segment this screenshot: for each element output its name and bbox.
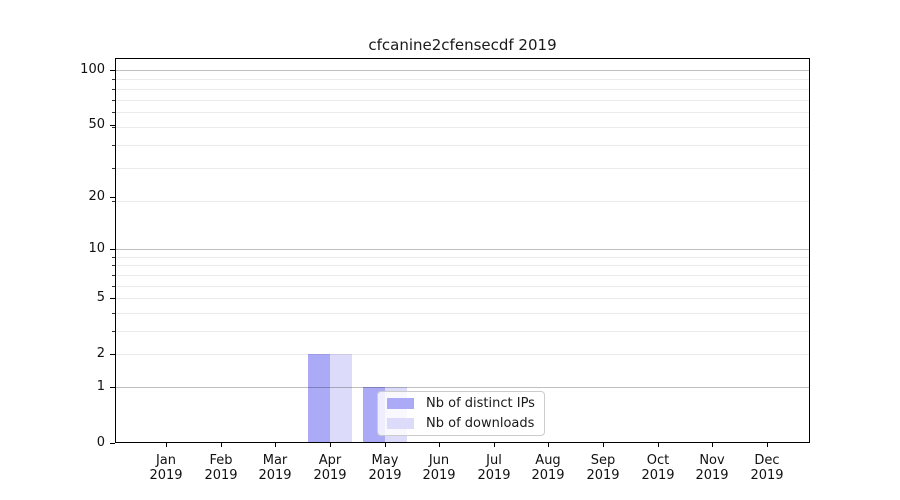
x-tick-label: Mar 2019: [258, 453, 292, 483]
y-tick-mark: [110, 125, 115, 126]
gridline-major: [116, 387, 809, 388]
x-tick-label: Oct 2019: [641, 453, 675, 483]
x-tick-mark: [767, 443, 768, 447]
gridline-minor: [116, 145, 809, 146]
x-tick-label: May 2019: [368, 453, 402, 483]
x-tick-label: Dec 2019: [750, 453, 784, 483]
x-tick-label: Nov 2019: [695, 453, 729, 483]
gridline-minor: [116, 298, 809, 299]
gridline-minor: [116, 100, 809, 101]
y-tick-mark-minor: [112, 286, 115, 287]
y-tick-mark-minor: [112, 275, 115, 276]
y-tick-mark-minor: [112, 168, 115, 169]
x-tick-mark: [548, 443, 549, 447]
y-tick-mark: [110, 197, 115, 198]
gridline-minor: [116, 127, 809, 128]
gridline-minor: [116, 112, 809, 113]
gridline-minor: [116, 168, 809, 169]
y-tick-mark-minor: [112, 100, 115, 101]
y-tick-mark: [110, 387, 115, 388]
y-tick-mark: [110, 354, 115, 355]
gridline-minor: [116, 354, 809, 355]
x-tick-mark: [439, 443, 440, 447]
x-tick-mark: [712, 443, 713, 447]
x-tick-label: Apr 2019: [313, 453, 347, 483]
x-tick-label: Sep 2019: [586, 453, 620, 483]
y-tick-mark-minor: [112, 257, 115, 258]
y-tick-label: 10: [88, 241, 105, 256]
bar-nb-of-downloads: [330, 354, 352, 442]
legend-swatch-nb-of-distinct-ips: [387, 398, 414, 409]
y-tick-label: 20: [88, 189, 105, 204]
y-tick-mark-minor: [112, 89, 115, 90]
x-tick-mark: [221, 443, 222, 447]
y-tick-label: 2: [96, 346, 105, 361]
y-tick-mark-minor: [112, 145, 115, 146]
x-tick-mark: [494, 443, 495, 447]
gridline-minor: [116, 313, 809, 314]
gridline-minor: [116, 331, 809, 332]
x-tick-mark: [603, 443, 604, 447]
y-tick-mark: [110, 70, 115, 71]
y-tick-mark-minor: [112, 313, 115, 314]
chart-title: cfcanine2cfensecdf 2019: [368, 36, 557, 54]
legend-row: Nb of downloads: [387, 414, 544, 434]
gridline-minor: [116, 201, 809, 202]
y-tick-mark-minor: [112, 331, 115, 332]
y-tick-mark: [110, 249, 115, 250]
y-tick-mark-minor: [112, 112, 115, 113]
y-tick-mark-minor: [112, 265, 115, 266]
gridline-major: [116, 70, 809, 71]
x-tick-label: Jul 2019: [477, 453, 511, 483]
y-tick-label: 0: [96, 435, 105, 450]
gridline-minor: [116, 275, 809, 276]
y-tick-label: 50: [88, 117, 105, 132]
gridline-minor: [116, 265, 809, 266]
x-tick-mark: [658, 443, 659, 447]
y-tick-mark-minor: [112, 201, 115, 202]
gridline-minor: [116, 286, 809, 287]
y-tick-mark-minor: [112, 79, 115, 80]
y-tick-mark-minor: [112, 127, 115, 128]
x-tick-mark: [166, 443, 167, 447]
x-tick-mark: [275, 443, 276, 447]
x-tick-label: Feb 2019: [204, 453, 238, 483]
y-tick-label: 5: [96, 290, 105, 305]
gridline-minor: [116, 79, 809, 80]
gridline-minor: [116, 89, 809, 90]
x-tick-label: Jan 2019: [149, 453, 183, 483]
x-tick-label: Aug 2019: [531, 453, 565, 483]
legend-swatch-nb-of-downloads: [387, 418, 414, 429]
plot-area: [115, 58, 810, 443]
legend-row: Nb of distinct IPs: [387, 394, 544, 414]
legend-label: Nb of distinct IPs: [426, 396, 535, 411]
legend-label: Nb of downloads: [426, 416, 535, 431]
legend: Nb of distinct IPs Nb of downloads: [377, 391, 545, 436]
gridline-minor: [116, 257, 809, 258]
bar-nb-of-distinct-ips: [308, 354, 330, 442]
gridline-major: [116, 249, 809, 250]
x-tick-mark: [385, 443, 386, 447]
y-tick-mark: [110, 443, 115, 444]
x-tick-label: Jun 2019: [422, 453, 456, 483]
y-tick-label: 100: [80, 62, 105, 77]
y-tick-mark: [110, 298, 115, 299]
x-tick-mark: [330, 443, 331, 447]
y-tick-label: 1: [96, 379, 105, 394]
